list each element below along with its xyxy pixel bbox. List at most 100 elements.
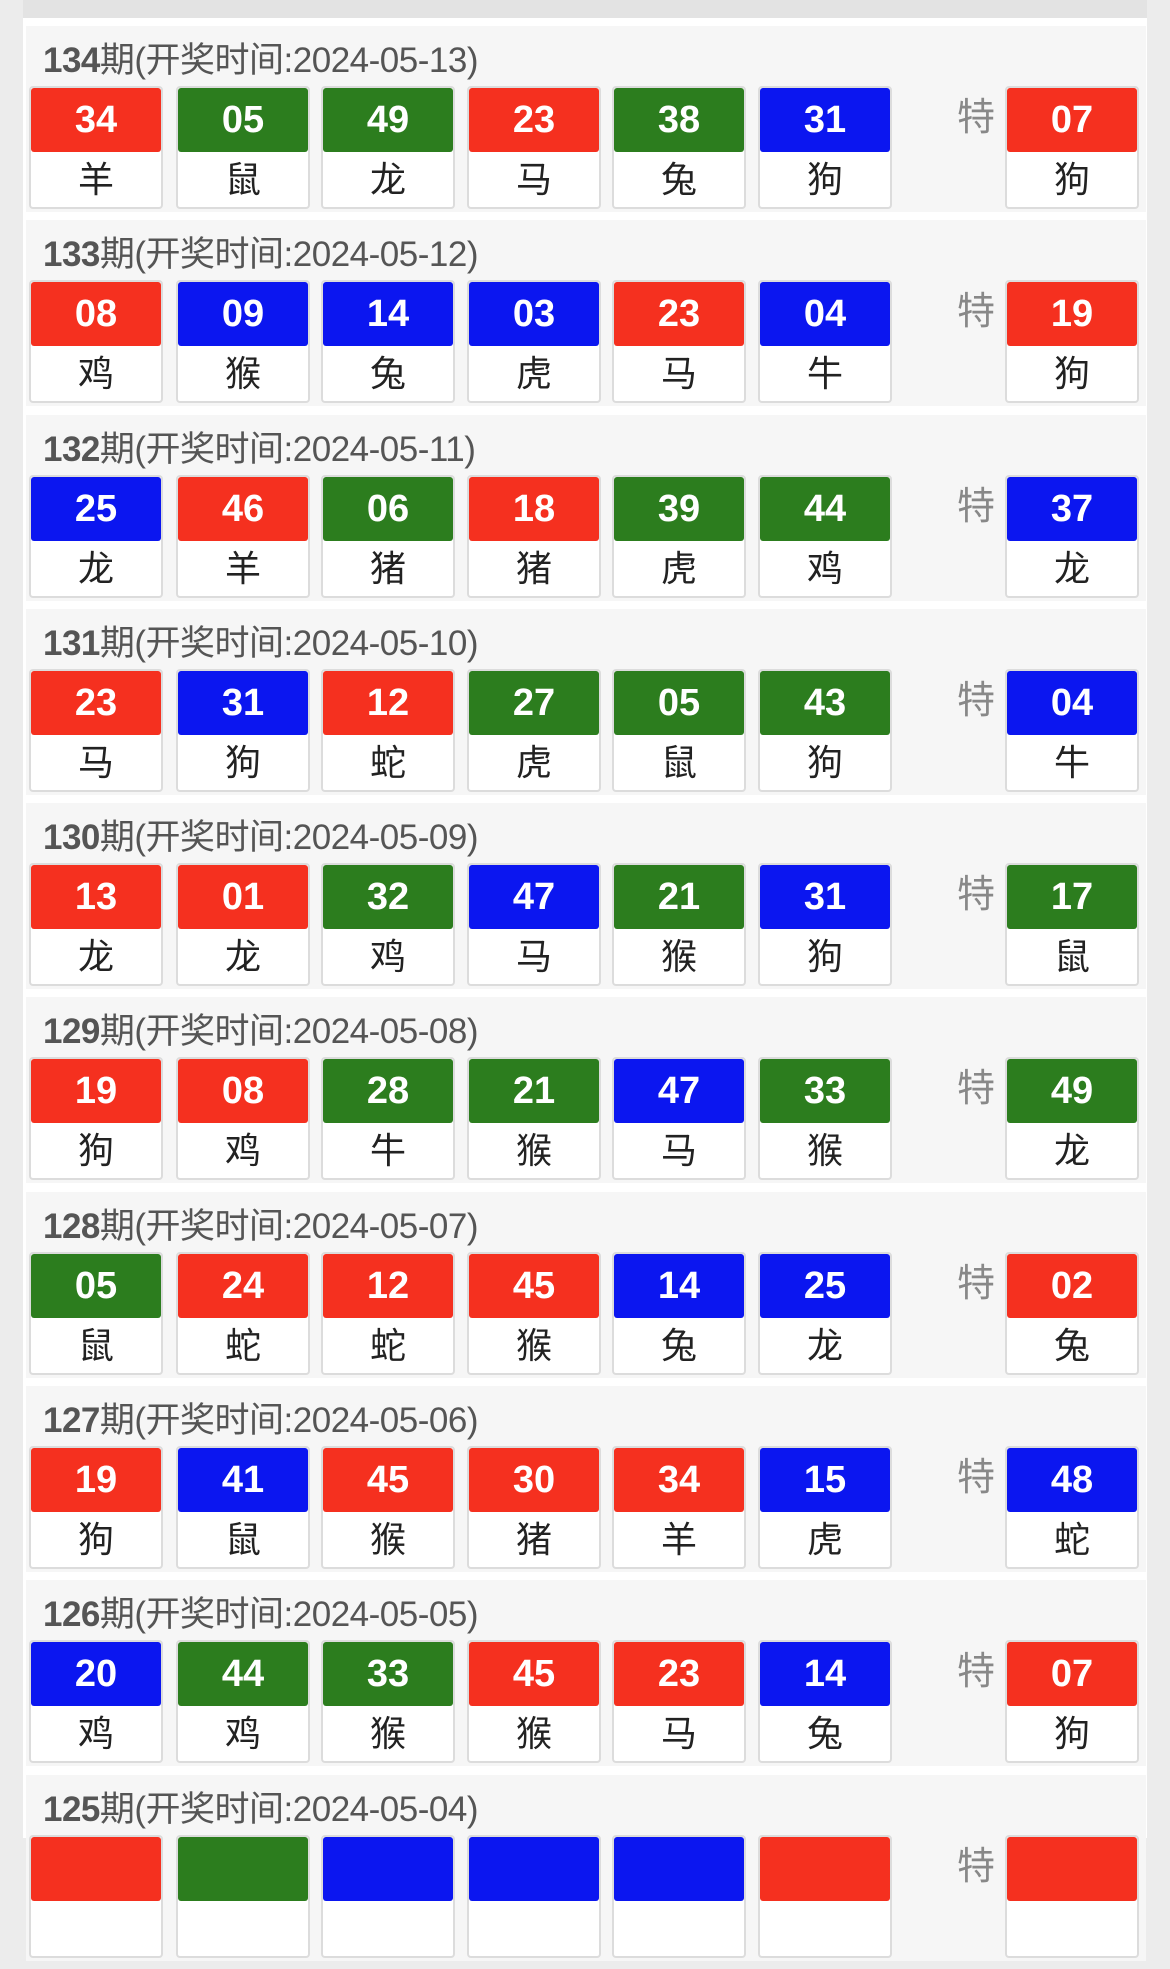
ball-number: 13	[31, 865, 161, 930]
ball-number: 47	[614, 1059, 744, 1124]
ball-zodiac	[178, 1901, 308, 1956]
ball-zodiac	[31, 1901, 161, 1956]
ball-number: 45	[469, 1642, 599, 1707]
ball-zodiac: 狗	[806, 936, 843, 978]
ball-zodiac: 马	[660, 353, 697, 395]
number-ball: 04 牛	[758, 280, 892, 404]
ball-number: 23	[614, 282, 744, 347]
ball-number: 05	[31, 1253, 161, 1318]
number-ball: 46 羊	[176, 474, 310, 598]
draw-time: 期(开奖时间:2024-05-05)	[99, 1595, 479, 1635]
ball-number: 05	[178, 88, 308, 152]
ball-zodiac: 鸡	[369, 936, 406, 978]
ball-number: 41	[178, 1448, 308, 1513]
ball-zodiac: 龙	[369, 159, 406, 200]
ball-number: 08	[178, 1059, 308, 1124]
ball-number: 03	[469, 282, 599, 347]
ball-number: 48	[1007, 1448, 1137, 1513]
draw-header: 128期(开奖时间:2024-05-07)	[43, 1198, 478, 1249]
number-ball: 31 狗	[758, 863, 892, 987]
ball-zodiac: 狗	[224, 741, 261, 783]
number-ball	[758, 1834, 892, 1958]
ball-number: 37	[1007, 476, 1137, 541]
ball-number: 25	[31, 476, 161, 541]
draw-block: 128期(开奖时间:2024-05-07) 05 鼠 24 蛇 12 蛇 45 猴 14 兔 25 龙特…	[26, 1191, 1146, 1378]
ball-number	[1007, 1836, 1137, 1901]
ball-zodiac: 鸡	[806, 547, 843, 589]
ball-zodiac: 龙	[77, 936, 114, 978]
draw-header: 131期(开奖时间:2024-05-10)	[43, 615, 478, 666]
ball-number: 24	[178, 1253, 308, 1318]
number-ball: 14 兔	[758, 1640, 892, 1764]
ball-zodiac	[469, 1901, 599, 1956]
number-ball: 09 猴	[176, 280, 310, 404]
ball-number: 33	[323, 1642, 453, 1707]
draw-header: 134期(开奖时间:2024-05-13)	[43, 32, 478, 83]
draw-block: 132期(开奖时间:2024-05-11) 25 龙 46 羊 06 猪 18 猪 39 虎 44 鸡特…	[26, 414, 1146, 601]
special-ball: 07 狗	[1005, 86, 1139, 209]
ball-zodiac: 猴	[224, 353, 261, 395]
number-ball: 12 蛇	[321, 668, 455, 792]
ball-zodiac: 猴	[515, 1713, 552, 1755]
number-ball: 28 牛	[321, 1057, 455, 1181]
period-number: 128	[43, 1206, 100, 1246]
ball-number: 21	[614, 865, 744, 930]
ball-zodiac: 马	[660, 1130, 697, 1172]
ball-number	[469, 1836, 599, 1901]
number-ball	[467, 1834, 601, 1958]
special-ball: 17 鼠	[1005, 863, 1139, 987]
ball-number: 01	[178, 865, 308, 930]
special-ball: 37 龙	[1005, 474, 1139, 598]
number-ball: 32 鸡	[321, 863, 455, 987]
ball-zodiac: 猴	[806, 1130, 843, 1172]
ball-number: 46	[178, 476, 308, 541]
number-ball: 05 鼠	[176, 86, 310, 209]
draw-header: 126期(开奖时间:2024-05-05)	[43, 1586, 478, 1637]
number-ball: 41 鼠	[176, 1446, 310, 1570]
ball-number: 12	[323, 670, 453, 735]
ball-zodiac: 猪	[515, 1519, 552, 1561]
ball-zodiac: 鸡	[77, 1713, 114, 1755]
number-ball: 47 马	[612, 1057, 746, 1181]
draw-time: 期(开奖时间:2024-05-10)	[99, 623, 479, 663]
ball-zodiac	[614, 1901, 744, 1956]
special-ball: 19 狗	[1005, 280, 1139, 404]
special-label: 特	[956, 1651, 995, 1694]
number-ball: 23 马	[467, 86, 601, 209]
ball-zodiac: 猴	[660, 936, 697, 978]
draw-header: 129期(开奖时间:2024-05-08)	[43, 1003, 478, 1054]
special-label: 特	[956, 1457, 995, 1500]
ball-zodiac	[760, 1901, 890, 1956]
special-label: 特	[956, 97, 995, 139]
special-label: 特	[956, 485, 995, 528]
ball-zodiac: 鼠	[224, 159, 261, 200]
period-number: 133	[43, 235, 100, 275]
top-bar	[23, 0, 1147, 18]
ball-zodiac: 龙	[77, 547, 114, 589]
special-ball: 07 狗	[1005, 1640, 1139, 1764]
ball-number: 14	[760, 1642, 890, 1707]
ball-zodiac: 狗	[1053, 353, 1090, 395]
draw-block: 133期(开奖时间:2024-05-12) 08 鸡 09 猴 14 兔 03 虎 23 马 04 牛特…	[26, 220, 1146, 407]
ball-number: 31	[760, 865, 890, 930]
ball-number: 21	[469, 1059, 599, 1124]
ball-number: 07	[1007, 1642, 1137, 1707]
ball-zodiac: 狗	[806, 159, 843, 200]
special-label: 特	[956, 1068, 995, 1111]
draw-block: 127期(开奖时间:2024-05-06) 19 狗 41 鼠 45 猴 30 猪 34 羊 15 虎特…	[26, 1386, 1146, 1573]
ball-number: 14	[323, 282, 453, 347]
ball-number: 27	[469, 670, 599, 735]
special-label: 特	[956, 679, 995, 722]
number-ball: 23 马	[612, 1640, 746, 1764]
draw-time: 期(开奖时间:2024-05-13)	[99, 41, 479, 80]
ball-zodiac: 羊	[660, 1519, 697, 1561]
ball-number: 09	[178, 282, 308, 347]
ball-zodiac: 牛	[1053, 741, 1090, 783]
ball-zodiac: 马	[515, 936, 552, 978]
ball-zodiac: 马	[660, 1713, 697, 1755]
ball-number: 44	[760, 476, 890, 541]
number-ball: 45 猴	[467, 1251, 601, 1375]
number-ball: 31 狗	[176, 668, 310, 792]
ball-zodiac: 羊	[224, 547, 261, 589]
ball-zodiac: 鸡	[77, 353, 114, 395]
